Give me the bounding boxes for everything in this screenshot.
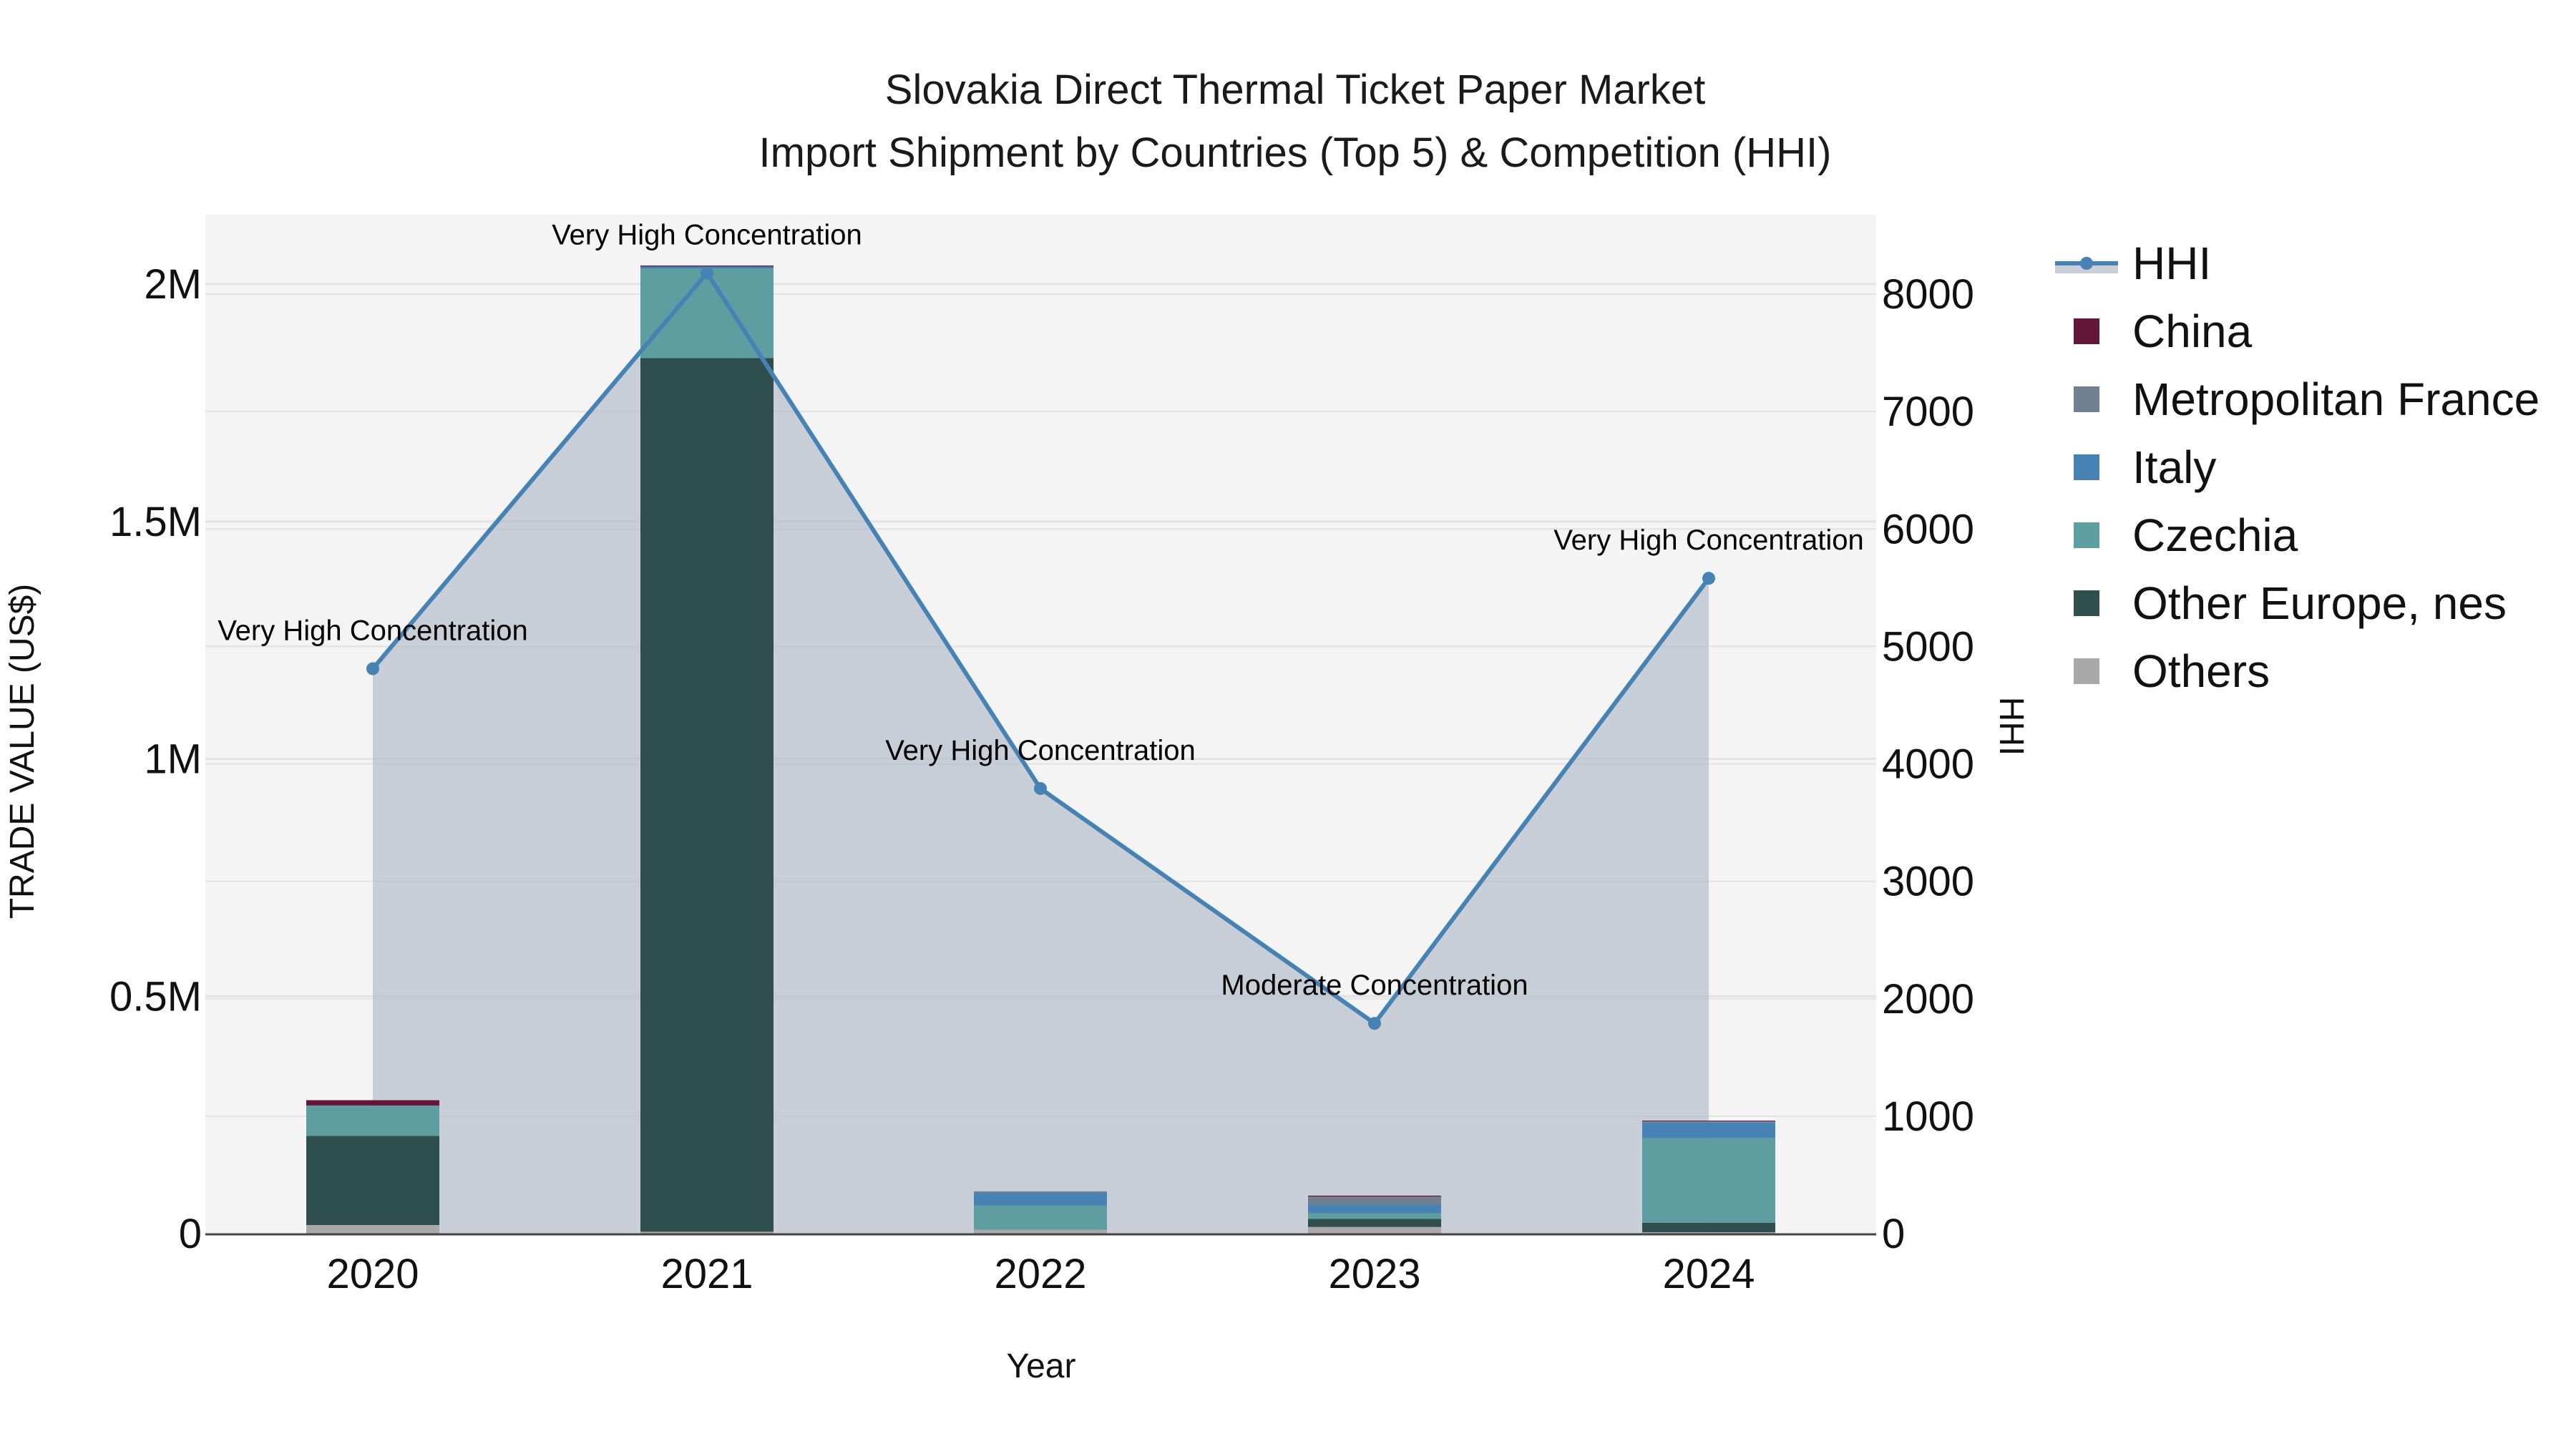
x-tick-label: 2024 — [1662, 1251, 1755, 1297]
bar-segment[interactable] — [306, 1136, 439, 1226]
right-tick-label: 0 — [1882, 1211, 1905, 1257]
legend-label: Metropolitan France — [2132, 374, 2540, 425]
bar-segment[interactable] — [306, 1225, 439, 1234]
bar-segment[interactable] — [1642, 1121, 1775, 1123]
right-tick-label: 5000 — [1882, 623, 1974, 670]
legend-item[interactable]: HHI — [2055, 238, 2211, 289]
right-tick-label: 4000 — [1882, 741, 1974, 788]
legend-color-swatch — [2074, 318, 2099, 344]
legend-item[interactable]: Metropolitan France — [2074, 374, 2540, 425]
legend: HHI China Metropolitan France Italy Czechia O… — [2055, 238, 2540, 697]
hhi-marker[interactable] — [701, 266, 713, 280]
left-axis-ticks: 0 0.5M 1M 1.5M 2M — [109, 261, 202, 1257]
concentration-annotation: Very High Concentration — [218, 615, 528, 647]
legend-color-swatch — [2074, 386, 2099, 412]
right-tick-label: 1000 — [1882, 1093, 1974, 1140]
left-tick-label: 1.5M — [109, 499, 202, 545]
left-tick-label: 2M — [144, 261, 202, 308]
bar-segment[interactable] — [1308, 1196, 1441, 1205]
legend-item[interactable]: Others — [2074, 645, 2270, 697]
y-axis-left-title: TRADE VALUE (US$) — [4, 584, 42, 919]
left-tick-label: 0 — [179, 1211, 202, 1257]
right-axis-ticks: 0 1000 2000 3000 4000 5000 6000 7000 8000 — [1882, 271, 1974, 1257]
concentration-annotation: Very High Concentration — [552, 219, 862, 250]
bar-segment[interactable] — [974, 1229, 1107, 1234]
right-tick-label: 2000 — [1882, 976, 1974, 1023]
annotations: Very High Concentration Very High Concent… — [218, 219, 1864, 1001]
bar-segment[interactable] — [974, 1191, 1107, 1193]
concentration-annotation: Moderate Concentration — [1221, 970, 1528, 1001]
x-tick-label: 2023 — [1328, 1251, 1420, 1297]
legend-item[interactable]: China — [2074, 306, 2253, 357]
bar-segment[interactable] — [1642, 1122, 1775, 1138]
x-tick-label: 2021 — [660, 1251, 753, 1297]
x-tick-label: 2022 — [994, 1251, 1086, 1297]
legend-marker-icon — [2080, 257, 2093, 270]
right-tick-label: 7000 — [1882, 389, 1974, 435]
legend-label: Other Europe, nes — [2132, 577, 2507, 629]
legend-color-swatch — [2074, 590, 2099, 616]
bar-segment[interactable] — [1642, 1222, 1775, 1233]
legend-item[interactable]: Other Europe, nes — [2074, 577, 2507, 629]
hhi-marker[interactable] — [1368, 1017, 1381, 1030]
x-axis-ticks: 2020 2021 2022 2023 2024 — [326, 1251, 1755, 1297]
bar-segment[interactable] — [1308, 1226, 1441, 1234]
bar-segment[interactable] — [1308, 1204, 1441, 1214]
legend-item[interactable]: Italy — [2074, 441, 2216, 493]
right-tick-label: 6000 — [1882, 506, 1974, 552]
hhi-marker[interactable] — [1034, 781, 1047, 795]
legend-label: HHI — [2132, 238, 2211, 289]
chart-title-line2: Import Shipment by Countries (Top 5) & C… — [759, 130, 1832, 176]
hhi-marker[interactable] — [366, 662, 379, 675]
bar-segment[interactable] — [640, 1231, 774, 1234]
bar-segment[interactable] — [640, 265, 774, 267]
legend-color-swatch — [2074, 522, 2099, 548]
chart-title-line1: Slovakia Direct Thermal Ticket Paper Mar… — [885, 67, 1705, 113]
concentration-annotation: Very High Concentration — [885, 735, 1196, 766]
y-axis-right-title: HHI — [1992, 697, 2030, 756]
hhi-line — [366, 266, 1715, 1030]
bar-segment[interactable] — [974, 1205, 1107, 1230]
legend-label: China — [2132, 306, 2253, 357]
legend-color-swatch — [2074, 658, 2099, 684]
left-tick-label: 1M — [144, 736, 202, 783]
bar-segment[interactable] — [1642, 1232, 1775, 1234]
bar-segment[interactable] — [640, 358, 774, 1232]
legend-label: Czechia — [2132, 509, 2298, 561]
bar-segment[interactable] — [1308, 1219, 1441, 1227]
right-tick-label: 8000 — [1882, 271, 1974, 318]
bar-segment[interactable] — [1308, 1213, 1441, 1219]
legend-label: Italy — [2132, 441, 2216, 493]
legend-item[interactable]: Czechia — [2074, 509, 2298, 561]
left-tick-label: 0.5M — [109, 973, 202, 1020]
hhi-marker[interactable] — [1702, 572, 1715, 585]
bar-segment[interactable] — [306, 1106, 439, 1136]
right-tick-label: 3000 — [1882, 859, 1974, 905]
bar-segment[interactable] — [974, 1192, 1107, 1206]
legend-color-swatch — [2074, 454, 2099, 480]
x-axis-title: Year — [1007, 1347, 1076, 1385]
concentration-annotation: Very High Concentration — [1553, 525, 1864, 556]
x-tick-label: 2020 — [326, 1251, 419, 1297]
legend-label: Others — [2132, 645, 2270, 697]
bar-segment[interactable] — [306, 1100, 439, 1106]
bar-segment[interactable] — [1642, 1138, 1775, 1223]
